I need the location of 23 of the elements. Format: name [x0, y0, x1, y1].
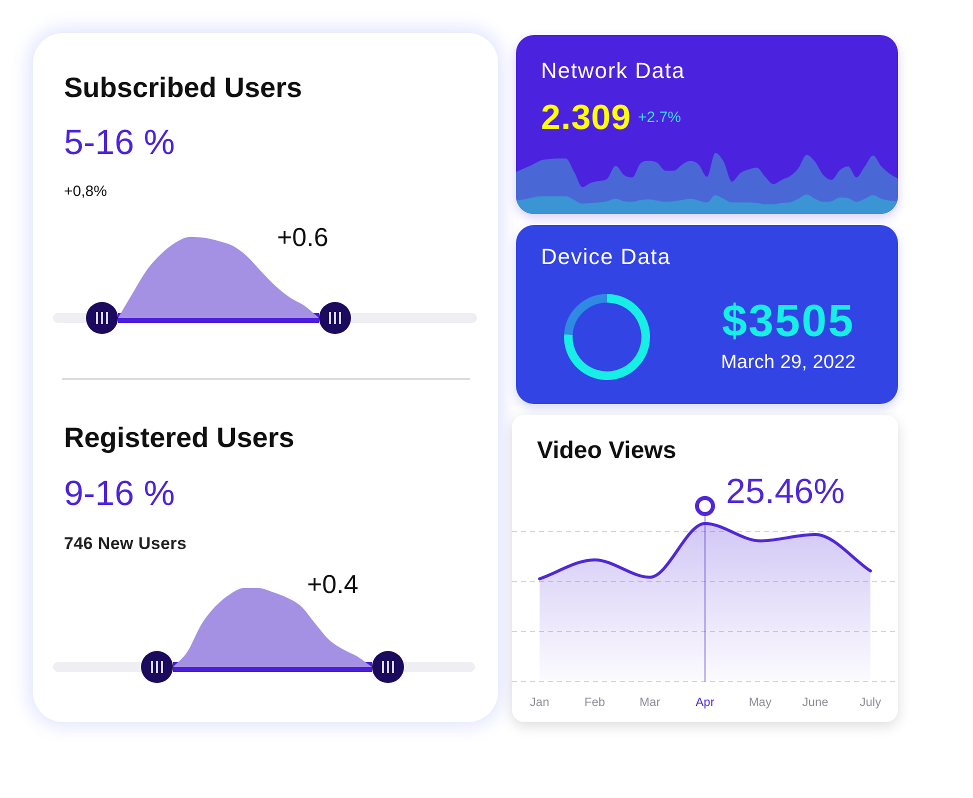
x-tick-label: June: [802, 695, 829, 710]
x-tick-label: Apr: [696, 695, 714, 710]
chart-title: Registered Users: [64, 422, 294, 453]
x-tick-label: May: [748, 695, 772, 710]
chart-subtitle: 2.309: [541, 98, 632, 137]
ref-line-label: 25.46%: [726, 472, 845, 511]
x-tick-label: Mar: [640, 695, 660, 710]
annotation: +0.4: [307, 569, 358, 599]
x-tick-label: Feb: [584, 695, 606, 710]
text: +2.7%: [638, 109, 681, 126]
chart-subtitle: 5-16 %: [64, 123, 175, 162]
chart-title: Device Data: [541, 244, 671, 269]
chart-subtitle: 9-16 %: [64, 474, 175, 513]
chart-title: Video Views: [537, 437, 676, 464]
chart-title: Network Data: [541, 58, 686, 83]
text: March 29, 2022: [721, 352, 856, 373]
chart-title: Subscribed Users: [64, 72, 302, 103]
text: 746 New Users: [64, 534, 187, 553]
annotation: +0.6: [277, 222, 328, 252]
text: +0,8%: [64, 183, 107, 200]
x-tick-label: Jan: [530, 695, 550, 710]
text: $3505: [722, 295, 855, 346]
x-tick-label: July: [860, 695, 882, 710]
